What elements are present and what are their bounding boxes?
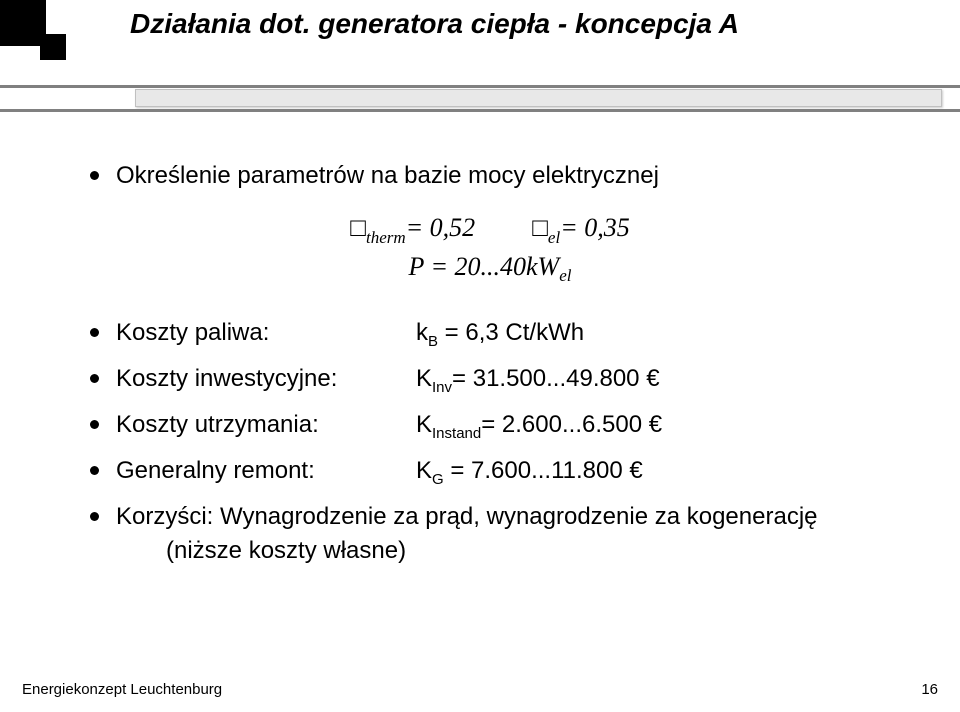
cost-label: Koszty paliwa:: [116, 316, 416, 352]
page-title: Działania dot. generatora ciepła - konce…: [130, 8, 920, 40]
cost-sub: G: [432, 471, 444, 488]
footer: Energiekonzept Leuchtenburg 16: [22, 681, 938, 698]
cost-sub: Instand: [432, 425, 481, 442]
footer-left: Energiekonzept Leuchtenburg: [22, 681, 222, 698]
band-line-bot: [0, 109, 960, 112]
eta-therm: □therm= 0,52: [350, 210, 475, 249]
cost-val: = 31.500...49.800 €: [452, 365, 660, 392]
cost-value: kB = 6,3 Ct/kWh: [416, 316, 584, 352]
cost-label: Koszty utrzymania:: [116, 408, 416, 444]
power-sub: el: [559, 267, 571, 286]
benefits-item: Korzyści: Wynagrodzenie za prąd, wynagro…: [90, 500, 890, 570]
benefits-line-2: (niższe koszty własne): [116, 534, 890, 569]
benefits-list: Korzyści: Wynagrodzenie za prąd, wynagro…: [90, 500, 890, 570]
cost-row: Koszty utrzymania: KInstand= 2.600...6.5…: [90, 408, 890, 444]
cost-label: Generalny remont:: [116, 454, 416, 490]
cost-label: Koszty inwestycyjne:: [116, 362, 416, 398]
header-band: [0, 85, 960, 111]
band-rect: [135, 89, 942, 107]
content-area: Określenie parametrów na bazie mocy elek…: [90, 160, 890, 569]
cost-val: = 7.600...11.800 €: [444, 457, 643, 484]
cost-value: KInv= 31.500...49.800 €: [416, 362, 660, 398]
eta-el: □el = 0,35: [532, 210, 630, 249]
band-line-top: [0, 85, 960, 88]
benefits-line-1: Korzyści: Wynagrodzenie za prąd, wynagro…: [116, 503, 818, 530]
cost-row: Koszty paliwa: kB = 6,3 Ct/kWh: [90, 316, 890, 352]
formula-row-2: P = 20...40kWel: [90, 249, 890, 288]
lead-bullet-list: Określenie parametrów na bazie mocy elek…: [90, 160, 890, 192]
cost-var: K: [416, 365, 432, 392]
cost-sub: Inv: [432, 379, 452, 396]
eta-therm-val: = 0,52: [406, 210, 476, 246]
corner-decoration: [0, 0, 140, 80]
cost-value: KG = 7.600...11.800 €: [416, 454, 643, 490]
cost-var: K: [416, 457, 432, 484]
eta-el-val: = 0,35: [560, 210, 630, 246]
cost-row: Generalny remont: KG = 7.600...11.800 €: [90, 454, 890, 490]
deco-square-small: [40, 34, 66, 60]
eta-el-sub: el: [548, 226, 560, 250]
cost-var: k: [416, 319, 428, 346]
cost-var: K: [416, 411, 432, 438]
lead-item: Określenie parametrów na bazie mocy elek…: [90, 160, 890, 192]
cost-val: = 2.600...6.500 €: [481, 411, 662, 438]
cost-list: Koszty paliwa: kB = 6,3 Ct/kWh Koszty in…: [90, 316, 890, 489]
cost-value: KInstand= 2.600...6.500 €: [416, 408, 662, 444]
formula-block: □therm= 0,52 □el = 0,35 P = 20...40kWel: [90, 210, 890, 288]
title-container: Działania dot. generatora ciepła - konce…: [130, 8, 920, 40]
power-sym: P: [409, 252, 424, 281]
eta-therm-sub: therm: [366, 226, 406, 250]
cost-val: = 6,3 Ct/kWh: [438, 319, 584, 346]
formula-row-1: □therm= 0,52 □el = 0,35: [90, 210, 890, 249]
cost-row: Koszty inwestycyjne: KInv= 31.500...49.8…: [90, 362, 890, 398]
power-val: = 20...40kW: [430, 252, 559, 281]
footer-page-number: 16: [921, 681, 938, 698]
cost-sub: B: [428, 333, 438, 350]
